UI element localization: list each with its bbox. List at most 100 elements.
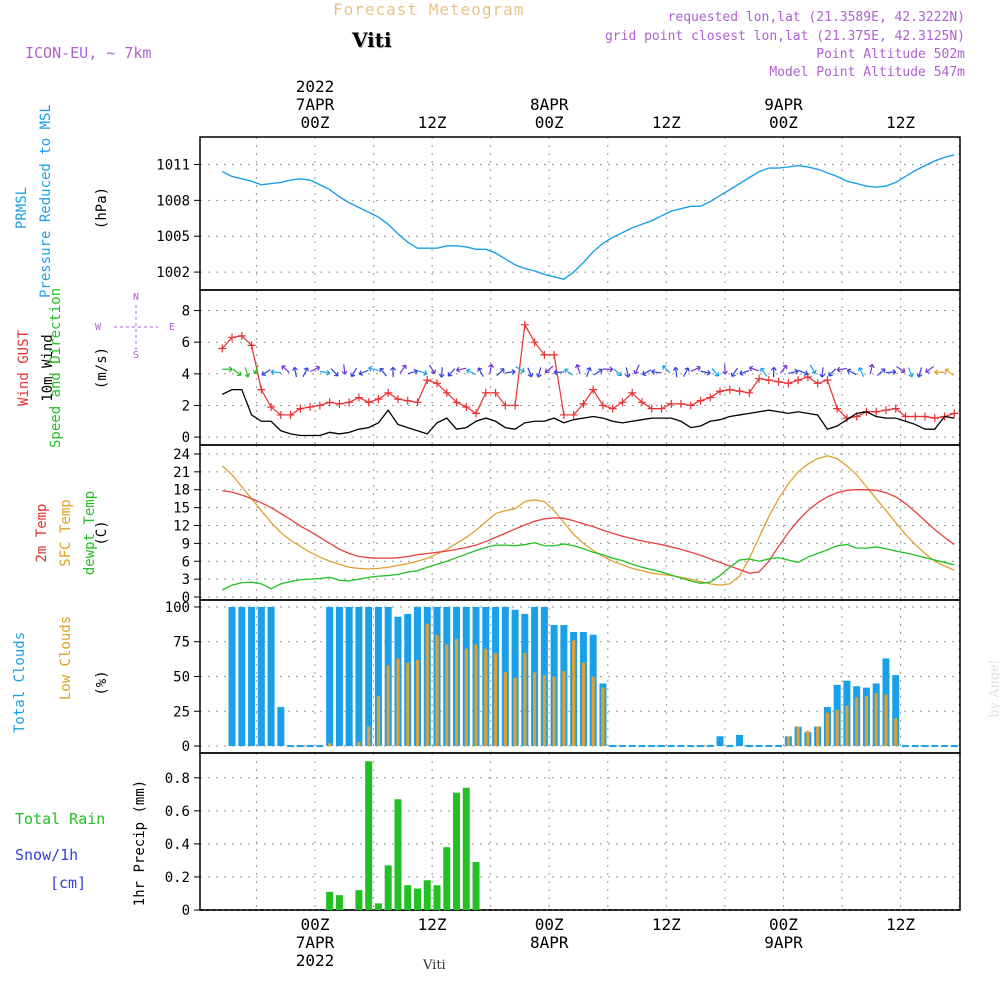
dewpt-line [221, 542, 955, 591]
requested-coords: requested lon,lat (21.3589E, 42.3222N) [667, 10, 965, 25]
panel-frame [199, 289, 961, 446]
wind-direction-arrow [613, 368, 622, 377]
gust-marker [921, 412, 929, 421]
compass-e: E [169, 322, 175, 333]
wind-direction-arrow [222, 366, 233, 373]
total-cloud-bar [296, 745, 304, 748]
compass-n: N [133, 292, 139, 303]
time-label-bottom: 9APR [764, 933, 803, 952]
wind-direction-arrow [586, 367, 592, 378]
y-tick-label: 4 [182, 367, 190, 383]
low-cloud-bar [454, 638, 459, 747]
low-cloud-bar [864, 695, 869, 747]
wind-direction-arrow [651, 368, 662, 375]
gust-marker [247, 341, 256, 350]
wind-direction-arrow [505, 369, 516, 375]
low-cloud-bar [572, 640, 576, 747]
time-label-top: 7APR [296, 95, 335, 114]
wind-direction-arrow [700, 369, 711, 376]
gust-marker [218, 344, 227, 353]
time-label-top: 2022 [296, 77, 335, 96]
y-tick-label: 0.2 [165, 870, 190, 886]
low-cloud-bar [796, 726, 800, 747]
y-tick-label: 18 [173, 483, 190, 499]
low-cloud-bar [542, 675, 546, 747]
wind-direction-arrow [788, 368, 799, 375]
y-tick-label: 8 [182, 304, 190, 320]
compass-s: S [133, 350, 139, 361]
y-tick-label: 24 [173, 447, 190, 463]
total-cloud-bar [648, 745, 656, 748]
rain-bar [433, 885, 441, 910]
sfc-temp-line [221, 455, 955, 586]
panel-frame [199, 136, 961, 291]
gust-marker [501, 401, 510, 410]
wind-direction-arrow [593, 368, 603, 376]
wind-direction-arrow [722, 364, 729, 375]
wind-direction-arrow [662, 365, 671, 374]
wind-direction-arrow [574, 363, 581, 375]
time-label-bottom: 7APR [296, 933, 335, 952]
wind-direction-arrow [690, 365, 701, 372]
low-cloud-bar [396, 658, 400, 747]
total-cloud-bar [687, 745, 695, 748]
compass-w: W [95, 322, 102, 333]
gust-marker [540, 350, 549, 359]
y-tick-label: 1011 [156, 157, 190, 173]
total-cloud-bar [306, 745, 314, 748]
rain-bar [335, 895, 343, 910]
gust-marker [716, 387, 725, 396]
wind-direction-arrow [682, 367, 690, 377]
wind-direction-arrow [828, 368, 837, 377]
gust-marker [306, 403, 315, 412]
y-tick-label: 50 [173, 670, 190, 686]
total-cloud-bar [921, 745, 929, 748]
gust-marker [598, 401, 607, 410]
time-label-top: 00Z [769, 113, 798, 132]
gust-marker [891, 404, 900, 413]
low-cloud-bar [884, 694, 888, 747]
gust-marker [647, 404, 656, 413]
rain-bar [326, 891, 334, 910]
model-point-altitude: Model Point Altitude 547m [769, 65, 965, 80]
rain-bar [404, 885, 412, 910]
gust-marker [706, 393, 715, 402]
gust-marker [550, 350, 559, 359]
low-cloud-bar [835, 709, 839, 747]
gust-marker [403, 396, 412, 405]
gust-marker [579, 399, 588, 408]
gust-marker [872, 407, 881, 416]
rain-bar [394, 799, 402, 910]
low-cloud-bar [533, 672, 537, 747]
gust-marker [881, 406, 890, 415]
total-cloud-bar [628, 745, 636, 748]
y-tick-label: 0 [182, 590, 190, 606]
total-cloud-bar [697, 745, 705, 748]
wind-direction-arrow [261, 369, 271, 377]
wind-line [221, 388, 955, 437]
wind-direction-arrow [428, 364, 436, 375]
gust-marker [452, 398, 461, 407]
wind-direction-arrow [798, 369, 809, 376]
y-tick-label: 1002 [156, 265, 190, 281]
time-label-bottom: 2022 [296, 951, 335, 970]
total-cloud-bar [374, 606, 382, 747]
gust-marker [794, 376, 803, 385]
low-cloud-bar [562, 670, 566, 747]
gust-marker [667, 399, 676, 408]
wind-direction-arrow [908, 367, 914, 378]
total-cloud-bar [326, 606, 334, 747]
low-cloud-bar [445, 644, 449, 747]
time-label-top: 12Z [418, 113, 447, 132]
gust-marker [823, 376, 832, 385]
low-cloud-bar [367, 726, 371, 747]
total-cloud-bar [931, 745, 939, 748]
gust-marker [462, 403, 471, 412]
gust-marker [833, 404, 842, 413]
wind-direction-arrow [836, 366, 848, 373]
rain-bar [462, 787, 470, 910]
y-tick-label: 0.6 [165, 804, 190, 820]
total-cloud-bar [736, 734, 744, 747]
low-cloud-bar [415, 659, 420, 747]
low-cloud-bar [484, 648, 488, 747]
